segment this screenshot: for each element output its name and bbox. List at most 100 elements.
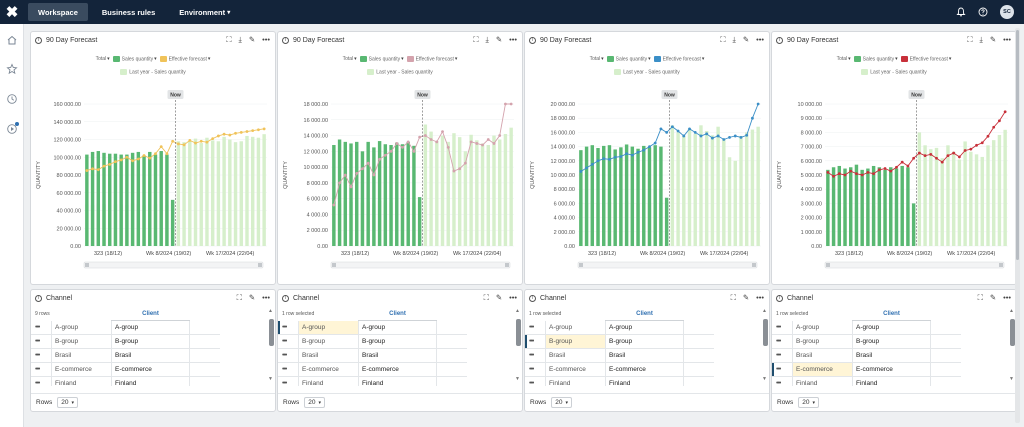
- table-row[interactable]: ••• E-commerce E-commerce: [278, 363, 467, 377]
- column-header-client[interactable]: Client: [111, 308, 190, 321]
- row-menu-icon[interactable]: •••: [776, 380, 781, 386]
- row-menu-icon[interactable]: •••: [776, 338, 781, 345]
- row-channel-cell[interactable]: Brasil: [792, 349, 852, 362]
- row-channel-cell[interactable]: B-group: [298, 335, 358, 348]
- column-header-client[interactable]: Client: [605, 308, 684, 321]
- row-channel-cell[interactable]: Brasil: [51, 349, 111, 362]
- history-icon[interactable]: [6, 93, 18, 105]
- legend-effective-forecast[interactable]: Effective forecast▾: [900, 56, 951, 62]
- row-channel-cell[interactable]: Brasil: [298, 349, 358, 362]
- row-client-cell[interactable]: A-group: [358, 321, 437, 334]
- range-slider[interactable]: [824, 261, 1005, 269]
- rows-per-page-select[interactable]: 20 ▾: [304, 397, 326, 408]
- scroll-down-icon[interactable]: ▼: [268, 376, 273, 382]
- expand-icon[interactable]: ⛶: [236, 293, 242, 302]
- row-channel-cell[interactable]: A-group: [792, 321, 852, 334]
- expand-icon[interactable]: ⛶: [483, 293, 489, 302]
- more-icon[interactable]: •••: [1003, 293, 1011, 302]
- range-slider-handle-right[interactable]: [258, 263, 262, 267]
- legend-sales-quantity[interactable]: Sales quantity▾: [112, 56, 157, 62]
- app-logo-icon[interactable]: ✖: [5, 4, 19, 21]
- scroll-down-icon[interactable]: ▼: [515, 376, 520, 382]
- edit-icon[interactable]: ✎: [742, 293, 750, 302]
- table-row[interactable]: ••• E-commerce E-commerce: [772, 363, 961, 377]
- table-row[interactable]: ••• B-group B-group: [772, 335, 961, 349]
- legend-total[interactable]: Total▾: [343, 56, 357, 62]
- row-channel-cell[interactable]: Brasil: [545, 349, 605, 362]
- expand-icon[interactable]: ⛶: [473, 35, 479, 44]
- legend-sales-quantity[interactable]: Sales quantity▾: [606, 56, 651, 62]
- scroll-up-icon[interactable]: ▲: [268, 308, 273, 314]
- more-icon[interactable]: •••: [756, 35, 764, 44]
- expand-icon[interactable]: ⛶: [967, 35, 973, 44]
- row-client-cell[interactable]: E-commerce: [358, 363, 437, 376]
- play-icon-wrapper[interactable]: [6, 122, 19, 135]
- legend-effective-forecast[interactable]: Effective forecast▾: [406, 56, 457, 62]
- table-row[interactable]: ••• Finland Finland: [278, 377, 467, 386]
- rows-per-page-select[interactable]: 20 ▾: [551, 397, 573, 408]
- edit-icon[interactable]: ✎: [989, 293, 997, 302]
- edit-icon[interactable]: ✎: [495, 293, 503, 302]
- tab-business-rules[interactable]: Business rules: [101, 7, 156, 17]
- edit-icon[interactable]: ✎: [989, 35, 997, 44]
- star-icon[interactable]: [6, 63, 18, 75]
- row-channel-cell[interactable]: A-group: [298, 321, 358, 334]
- table-row[interactable]: ••• A-group A-group: [31, 321, 220, 335]
- row-channel-cell[interactable]: E-commerce: [792, 363, 852, 376]
- tab-workspace[interactable]: Workspace: [28, 3, 88, 21]
- row-client-cell[interactable]: E-commerce: [605, 363, 684, 376]
- table-scrollbar[interactable]: ▲ ▼: [515, 308, 521, 384]
- legend-effective-forecast[interactable]: Effective forecast▾: [159, 56, 210, 62]
- legend-last-year[interactable]: Last year - Sales quantity: [861, 69, 927, 75]
- download-icon[interactable]: ⤓: [238, 35, 242, 44]
- edit-icon[interactable]: ✎: [495, 35, 503, 44]
- row-client-cell[interactable]: Finland: [358, 377, 437, 386]
- row-client-cell[interactable]: B-group: [111, 335, 190, 348]
- row-channel-cell[interactable]: Finland: [545, 377, 605, 386]
- table-row[interactable]: ••• Brasil Brasil: [31, 349, 220, 363]
- row-menu-icon[interactable]: •••: [35, 324, 40, 331]
- table-row[interactable]: ••• B-group B-group: [31, 335, 220, 349]
- more-icon[interactable]: •••: [509, 35, 517, 44]
- edit-icon[interactable]: ✎: [742, 35, 750, 44]
- row-channel-cell[interactable]: A-group: [51, 321, 111, 334]
- range-slider-handle-left[interactable]: [826, 263, 830, 267]
- legend-total[interactable]: Total▾: [590, 56, 604, 62]
- row-client-cell[interactable]: Brasil: [111, 349, 190, 362]
- legend-last-year[interactable]: Last year - Sales quantity: [614, 69, 680, 75]
- row-menu-icon[interactable]: •••: [529, 338, 534, 345]
- range-slider[interactable]: [330, 261, 511, 269]
- row-menu-icon[interactable]: •••: [776, 352, 781, 359]
- table-row[interactable]: ••• Brasil Brasil: [525, 349, 714, 363]
- row-channel-cell[interactable]: B-group: [545, 335, 605, 348]
- range-slider-handle-right[interactable]: [999, 263, 1003, 267]
- table-row[interactable]: ••• Finland Finland: [772, 377, 961, 386]
- table-row[interactable]: ••• Finland Finland: [31, 377, 220, 386]
- table-row[interactable]: ••• A-group A-group: [772, 321, 961, 335]
- table-scrollbar-thumb[interactable]: [1010, 319, 1015, 346]
- row-channel-cell[interactable]: B-group: [51, 335, 111, 348]
- legend-effective-forecast[interactable]: Effective forecast▾: [653, 56, 704, 62]
- scroll-up-icon[interactable]: ▲: [1009, 308, 1014, 314]
- row-client-cell[interactable]: A-group: [852, 321, 931, 334]
- table-row[interactable]: ••• Brasil Brasil: [278, 349, 467, 363]
- row-channel-cell[interactable]: E-commerce: [298, 363, 358, 376]
- expand-icon[interactable]: ⛶: [720, 35, 726, 44]
- legend-total[interactable]: Total▾: [837, 56, 851, 62]
- row-menu-icon[interactable]: •••: [282, 324, 287, 331]
- row-menu-icon[interactable]: •••: [35, 366, 40, 373]
- row-menu-icon[interactable]: •••: [282, 366, 287, 373]
- more-icon[interactable]: •••: [509, 293, 517, 302]
- scroll-up-icon[interactable]: ▲: [515, 308, 520, 314]
- page-scrollbar-thumb[interactable]: [1016, 30, 1019, 260]
- range-slider-handle-left[interactable]: [332, 263, 336, 267]
- info-icon[interactable]: i: [35, 37, 42, 44]
- row-client-cell[interactable]: A-group: [111, 321, 190, 334]
- info-icon[interactable]: i: [282, 295, 289, 302]
- rows-per-page-select[interactable]: 20 ▾: [798, 397, 820, 408]
- row-client-cell[interactable]: Finland: [852, 377, 931, 386]
- tab-environment[interactable]: Environment ▾: [169, 3, 240, 21]
- table-scrollbar-thumb[interactable]: [269, 319, 274, 346]
- row-channel-cell[interactable]: Finland: [298, 377, 358, 386]
- row-client-cell[interactable]: E-commerce: [852, 363, 931, 376]
